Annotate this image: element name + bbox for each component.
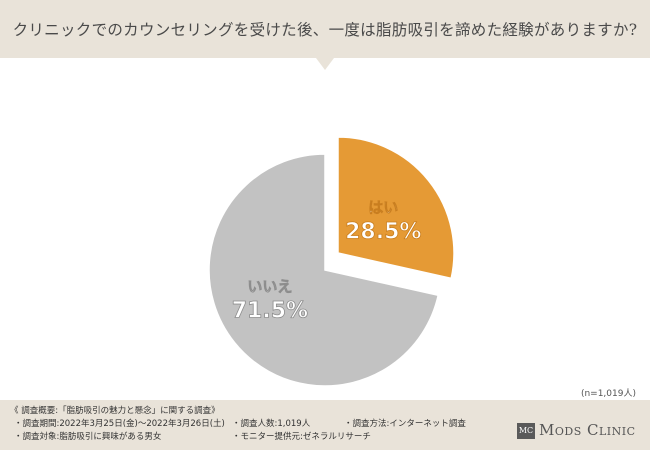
pie-chart: はい 28.5% いいえ 71.5% <box>208 136 455 387</box>
question-title: クリニックでのカウンセリングを受けた後、一度は脂肪吸引を諦めた経験がありますか? <box>12 21 638 39</box>
survey-target: ・調査対象:脂肪吸引に興味がある男女 <box>14 432 162 442</box>
survey-title: 《 調査概要:「脂肪吸引の魅力と懸念」に関する調査》 <box>10 406 220 416</box>
survey-people: ・調査人数:1,019人 <box>232 419 311 429</box>
header-pointer <box>316 58 334 70</box>
slice-value-0: 28.5% <box>345 220 421 245</box>
slice-label-0: はい <box>368 199 398 217</box>
survey-provider: ・モニター提供元:ゼネラルリサーチ <box>232 432 371 442</box>
slice-value-1: 71.5% <box>232 299 308 324</box>
question-header: クリニックでのカウンセリングを受けた後、一度は脂肪吸引を諦めた経験がありますか? <box>0 0 650 58</box>
logo-text: Mods Clinic <box>539 421 636 439</box>
survey-method: ・調査方法:インターネット調査 <box>344 419 466 429</box>
survey-footer: 《 調査概要:「脂肪吸引の魅力と懸念」に関する調査》 ・調査期間:2022年3月… <box>0 400 650 450</box>
logo-icon: MC <box>517 423 535 439</box>
sample-size-label: (n=1,019人) <box>580 389 636 399</box>
slice-label-1: いいえ <box>247 278 292 296</box>
pie-slice-1 <box>208 153 440 387</box>
pie-slice-0 <box>337 136 455 280</box>
survey-period: ・調査期間:2022年3月25日(金)〜2022年3月26日(土) <box>14 419 225 429</box>
